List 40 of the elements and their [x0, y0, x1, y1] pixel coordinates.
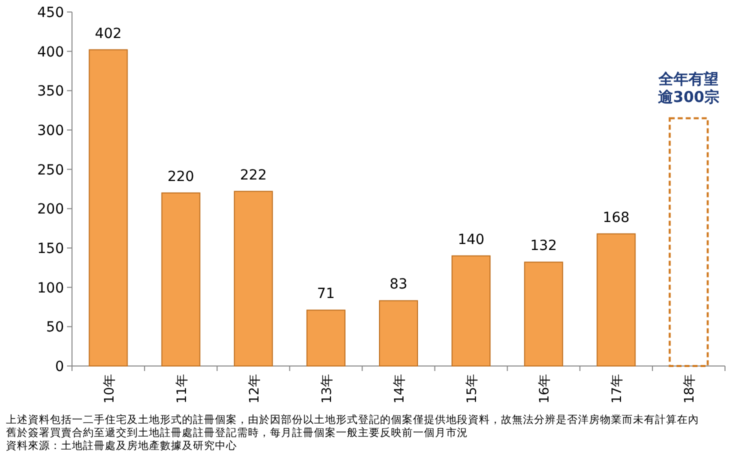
data-label: 132 [530, 238, 557, 254]
y-tick-label: 450 [37, 5, 64, 21]
x-tick-label: 11年 [174, 374, 190, 404]
data-label: 402 [94, 26, 122, 42]
data-label: 220 [167, 168, 194, 185]
data-label: 140 [458, 232, 484, 248]
text: 舊於簽署買賣合約至遞交到土地註冊處註冊登記需時，每月註冊個案一般主要反映前一個月市況 [6, 427, 469, 440]
y-tick-label: 300 [37, 123, 64, 139]
y-tick-label: 400 [37, 44, 64, 60]
x-tick-label: 10年 [102, 374, 118, 404]
bar [88, 49, 128, 366]
bar [596, 233, 636, 366]
data-label: 222 [240, 167, 267, 184]
bar [234, 190, 273, 366]
y-tick-label: 0 [55, 359, 64, 375]
bar [379, 300, 418, 366]
y-tick-label: 100 [37, 280, 64, 296]
y-tick-label: 250 [37, 162, 64, 178]
y-tick-label: 200 [37, 202, 64, 218]
y-tick-label: 50 [46, 320, 64, 336]
x-tick-label: 17年 [610, 374, 626, 404]
bar [306, 310, 346, 366]
source-note: 資料來源：土地註冊處及房地產數據及研究中心 [6, 440, 238, 453]
bar [161, 192, 200, 366]
bar [524, 262, 564, 366]
data-label: 71 [317, 286, 335, 302]
x-tick-label: 16年 [538, 374, 553, 404]
bar [668, 117, 709, 367]
data-label: 83 [390, 276, 408, 293]
bar [452, 255, 491, 366]
y-tick-label: 350 [37, 84, 64, 100]
x-tick-label: 13年 [320, 374, 335, 404]
annotation: 全年有望逾300宗 [657, 70, 720, 106]
text: 上述資料包括一二手住宅及土地形式的註冊個案，由於因部份以土地形式登記的個案僅提供地段資料，故無法分辨是否洋房物業而未有計算在內 [6, 414, 700, 427]
x-tick-label: 14年 [392, 374, 408, 404]
x-tick-label: 15年 [465, 374, 480, 404]
x-tick-label: 12年 [247, 374, 262, 404]
x-tick-label: 18年 [682, 374, 698, 404]
data-label: 168 [602, 210, 630, 226]
y-tick-label: 150 [37, 241, 64, 257]
